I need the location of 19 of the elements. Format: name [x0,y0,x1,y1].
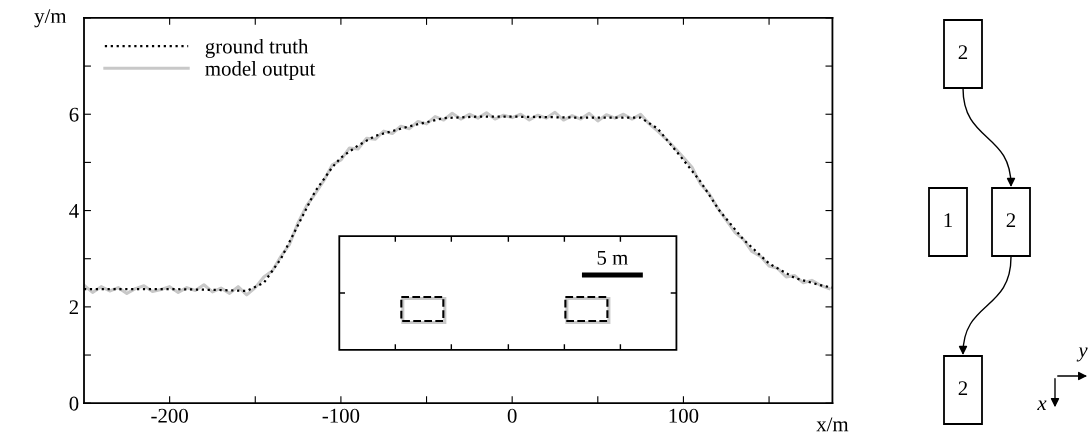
x-tick-label: -100 [322,408,360,423]
y-tick-label: 2 [69,300,78,315]
y-tick-label: 4 [69,204,79,218]
legend-label: ground truth [205,38,309,58]
annotation: 5 m [597,250,628,265]
y-axis-title: y/m [34,9,67,28]
text: 2 [1006,213,1016,228]
text: 2 [958,45,968,60]
legend-label: model output [205,61,316,80]
y-tick-label: 6 [69,107,79,122]
text: y [1076,347,1088,362]
y-tick-label: 0 [69,396,79,411]
text: x [1037,400,1047,411]
x-tick-label: 0 [507,408,517,423]
x-tick-label: 100 [669,408,699,423]
x-tick-label: -200 [151,408,188,423]
text: 1 [944,213,952,228]
x-axis-title: x/m [816,417,849,432]
text: 2 [958,381,968,396]
